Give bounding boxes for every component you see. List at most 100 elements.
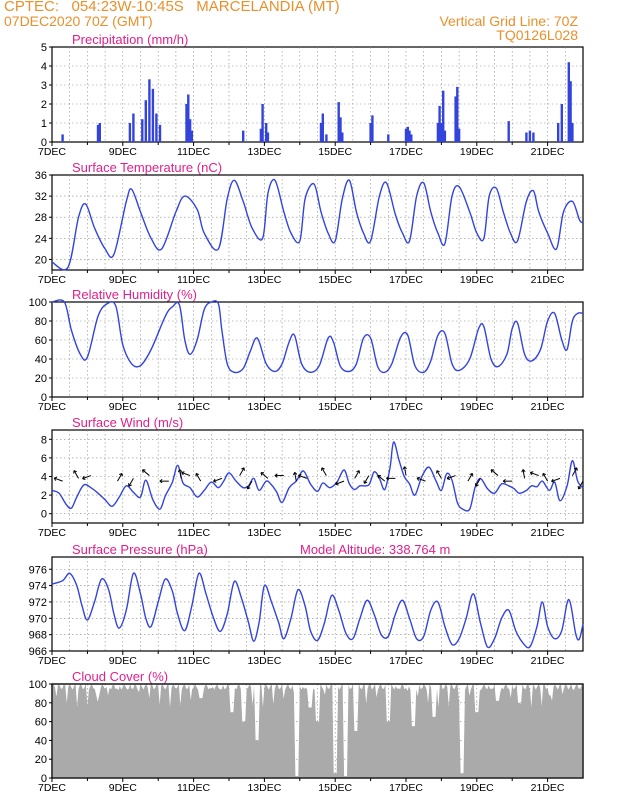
precip-bar: [528, 130, 532, 142]
precip-bar: [532, 132, 535, 142]
wind-arrow: [321, 467, 327, 476]
y-tick-label: 60: [35, 717, 47, 729]
x-tick-label: 7DEC: [38, 146, 66, 158]
x-tick-label: 9DEC: [109, 146, 137, 158]
precip-bar: [456, 86, 459, 142]
y-tick-label: 20: [35, 373, 47, 385]
y-tick-label: 966: [29, 646, 47, 658]
wind-arrow-head: [521, 469, 526, 473]
precip-bar: [319, 123, 323, 142]
panel-title: Surface Temperature (nC): [72, 160, 222, 175]
wind-arrow: [416, 477, 426, 482]
x-tick-label: 19DEC: [460, 401, 494, 413]
precip-bar: [457, 128, 461, 142]
precip-bar: [187, 94, 190, 142]
wind-arrow: [298, 474, 308, 479]
precip-bar: [440, 123, 443, 142]
precip-bar: [148, 79, 151, 142]
x-tick-label: 17DEC: [389, 527, 423, 539]
x-tick-label: 21DEC: [531, 782, 565, 794]
wind-arrow: [542, 473, 549, 482]
wind-arrow-head: [542, 472, 547, 477]
precip-bar: [132, 113, 135, 142]
wind-arrow-head: [386, 476, 390, 481]
precip-bar: [151, 88, 155, 142]
precip-bar: [339, 117, 342, 142]
x-tick-label: 17DEC: [389, 655, 423, 667]
precip-bar: [436, 123, 440, 142]
wind-arrow: [403, 466, 407, 476]
panel-title: Relative Humidity (%): [72, 287, 197, 302]
panel-frame: [51, 556, 584, 652]
y-tick-label: 5: [41, 42, 47, 54]
wind-arrow: [335, 480, 345, 485]
precip-bar: [188, 119, 192, 142]
wind-arrow-head: [73, 470, 77, 474]
wind-arrow: [142, 469, 150, 476]
y-tick-label: 80: [35, 698, 47, 710]
panel-title: Cloud Cover (%): [72, 669, 168, 684]
wind-arrow-head: [416, 476, 421, 481]
x-tick-label: 17DEC: [389, 401, 423, 413]
precip-bar: [438, 105, 441, 142]
x-tick-label: 19DEC: [460, 655, 494, 667]
header-datetime: 07DEC2020 70Z (GMT): [4, 13, 153, 29]
y-tick-label: 976: [29, 564, 47, 576]
x-tick-label: 21DEC: [531, 274, 565, 286]
panel-title: Precipitation (mm/h): [72, 32, 188, 47]
wind-arrow: [467, 473, 473, 482]
y-tick-label: 6: [41, 453, 47, 465]
x-tick-label: 9DEC: [109, 655, 137, 667]
x-tick-label: 11DEC: [177, 274, 210, 286]
wind-arrow-head: [128, 483, 132, 487]
y-tick-label: 3: [41, 80, 47, 92]
x-tick-label: 11DEC: [177, 655, 210, 667]
precip-bar: [567, 62, 570, 143]
wind-arrow: [522, 469, 526, 479]
wind-arrow: [530, 472, 539, 477]
x-tick-label: 9DEC: [109, 274, 137, 286]
series-line: [51, 441, 584, 512]
x-tick-label: 19DEC: [460, 527, 494, 539]
precip-bar: [141, 119, 144, 142]
wind-arrow-head: [446, 475, 451, 480]
y-tick-label: 100: [29, 679, 47, 691]
precip-bar: [442, 90, 445, 142]
wind-arrow: [578, 480, 584, 490]
y-tick-label: 0: [41, 509, 47, 521]
cloud-cover-area: [52, 684, 583, 778]
x-tick-label: 19DEC: [460, 274, 494, 286]
x-tick-label: 17DEC: [389, 146, 423, 158]
wind-arrow: [294, 472, 297, 482]
wind-arrow-head: [274, 473, 278, 478]
wind-arrow-head: [181, 471, 185, 476]
precip-bar: [404, 128, 408, 142]
y-tick-label: 0: [41, 137, 47, 149]
precip-bar: [571, 123, 574, 142]
precip-bar: [61, 134, 64, 142]
wind-arrow: [354, 470, 360, 479]
precip-bar: [369, 123, 372, 142]
wind-arrow-head: [260, 472, 265, 476]
precip-bar: [410, 134, 413, 142]
x-tick-label: 13DEC: [247, 527, 281, 539]
precip-bar: [261, 104, 264, 142]
wind-arrow-head: [502, 478, 506, 484]
x-tick-label: 21DEC: [531, 527, 565, 539]
panel-frame-top: [51, 683, 584, 779]
wind-arrow-head: [82, 475, 86, 480]
x-tick-label: 13DEC: [247, 274, 281, 286]
x-tick-label: 15DEC: [318, 274, 352, 286]
y-tick-label: 968: [29, 630, 47, 642]
wind-arrow: [260, 472, 269, 479]
wind-arrow-head: [356, 470, 360, 474]
precip-bar: [128, 123, 132, 142]
precip-bar: [265, 123, 268, 142]
x-tick-label: 21DEC: [531, 401, 565, 413]
x-tick-label: 11DEC: [177, 146, 210, 158]
wind-arrow: [436, 470, 442, 479]
y-tick-label: 2: [41, 490, 47, 502]
precip-bar: [259, 128, 263, 142]
wind-arrow-head: [53, 476, 58, 481]
